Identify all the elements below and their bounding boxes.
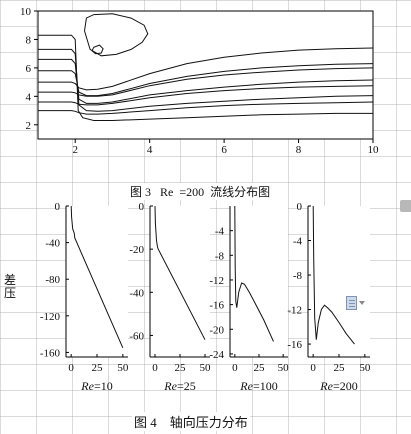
fig3-xtick-label-1: 4 [147, 144, 153, 156]
fig3-streamline-1 [38, 48, 374, 112]
fig4-xtick-label-0-1: 25 [92, 362, 104, 374]
document-icon [346, 296, 357, 310]
fig4-xlabel-2: Re=100 [239, 379, 277, 393]
fig4-xlabel-italic-0: Re [80, 379, 94, 393]
fig4-xlabel-italic-1: Re [163, 379, 177, 393]
fig4-ytick-label-3-4: -16 [287, 339, 302, 351]
fig3-ytick-label-3: 8 [26, 34, 32, 46]
fig4-xlabel-italic-2: Re [239, 379, 253, 393]
fig3-streamline-9 [91, 44, 104, 55]
fig4-ytick-label-1-1: -20 [129, 244, 144, 256]
fig3-streamline-0 [38, 34, 373, 121]
paste-options-button[interactable] [346, 294, 372, 312]
fig3-streamline-2 [38, 58, 374, 104]
side-scroll-tab[interactable] [400, 200, 411, 212]
fig4-panel-bg-2 [230, 206, 288, 357]
fig4-ytick-label-1-3: -60 [129, 330, 144, 342]
fig3-xtick-label-4: 10 [368, 144, 380, 156]
fig4-ytick-label-0-3: -120 [40, 311, 61, 323]
figure4-caption: 图 4 轴向压力分布 [132, 412, 250, 431]
fig4-ytick-label-2-5: -24 [209, 349, 224, 361]
fig3-streamline-5 [38, 67, 374, 97]
fig4-xlabel-1: Re=25 [163, 379, 195, 393]
figure4-ylabel: 差压 [4, 273, 17, 300]
fig3-xtick-label-3: 8 [296, 144, 302, 156]
fig4-xtick-label-3-2: 50 [359, 362, 371, 374]
fig4-xtick-label-2-1: 25 [254, 362, 266, 374]
fig4-xtick-label-1-0: 0 [152, 362, 158, 374]
fig4-line-3 [312, 205, 355, 345]
fig4-xlabel-value-1: =25 [177, 379, 196, 393]
fig4-xtick-label-1-2: 50 [200, 362, 212, 374]
fig3-streamline-4 [38, 47, 374, 91]
fig3-ytick-label-4: 10 [20, 6, 32, 18]
fig4-xtick-label-0-0: 0 [68, 362, 74, 374]
fig4-line-0 [70, 205, 124, 349]
fig4-line-1 [154, 205, 206, 340]
fig4-xtick-label-3-1: 25 [334, 362, 346, 374]
fig3-streamline-7 [38, 101, 374, 115]
fig3-xtick-label-0: 2 [72, 144, 78, 156]
fig4-xlabel-italic-3: Re [319, 379, 333, 393]
fig4-ytick-label-0-4: -160 [40, 347, 61, 359]
fig3-plot-frame [37, 10, 374, 140]
fig4-xtick-label-1-1: 25 [175, 362, 187, 374]
fig4-xlabel-value-0: =10 [94, 379, 113, 393]
fig4-ytick-label-3-2: -8 [293, 270, 303, 282]
fig3-streamline-6 [38, 85, 374, 106]
figure3-streamline-chart: 2 4 6 8 10 2 4 6 8 10 [20, 6, 380, 156]
fig4-xlabel-3: Re=200 [319, 379, 357, 393]
fig4-ytick-label-2-4: -20 [209, 324, 224, 336]
fig4-ytick-label-1-2: -40 [129, 287, 144, 299]
fig4-ytick-label-2-2: -12 [209, 275, 224, 287]
fig3-ytick-label-2: 6 [26, 63, 32, 75]
fig4-ytick-label-2-1: -8 [215, 250, 225, 262]
fig4-panel-bg-0 [66, 206, 128, 357]
fig4-ytick-label-0-0: 0 [55, 201, 61, 213]
fig4-xlabel-value-2: =100 [253, 379, 278, 393]
fig3-streamline-8 [84, 13, 149, 57]
fig4-ytick-label-2-0: -4 [215, 226, 225, 238]
fig4-xtick-label-2-2: 50 [278, 362, 290, 374]
fig3-xtick-label-2: 6 [221, 144, 227, 156]
fig4-panel-bg-1 [150, 206, 210, 357]
chevron-down-icon [359, 301, 365, 305]
fig4-line-2 [234, 205, 274, 342]
fig3-streamline-3 [38, 63, 374, 97]
fig4-ytick-label-3-0: 0 [297, 201, 303, 213]
fig4-ytick-label-0-2: -80 [45, 274, 60, 286]
fig4-ytick-label-2-3: -16 [209, 300, 224, 312]
fig4-xtick-label-2-0: 0 [232, 362, 238, 374]
fig4-xlabel-value-3: =200 [333, 379, 358, 393]
figure3-caption: 图 3 Re =200 流线分布图 [128, 183, 273, 200]
fig4-ytick-label-3-1: -4 [293, 236, 303, 248]
fig4-xtick-label-3-0: 0 [310, 362, 316, 374]
fig4-ytick-label-3-3: -12 [287, 305, 302, 317]
fig4-panel-bg-3 [308, 206, 370, 357]
fig4-xtick-label-0-2: 50 [117, 362, 129, 374]
fig4-xlabel-0: Re=10 [80, 379, 112, 393]
fig4-ytick-label-0-1: -40 [45, 238, 60, 250]
fig3-ytick-label-0: 2 [26, 120, 32, 132]
fig3-ytick-label-1: 4 [26, 91, 32, 103]
fig4-ytick-label-1-0: 0 [139, 201, 145, 213]
